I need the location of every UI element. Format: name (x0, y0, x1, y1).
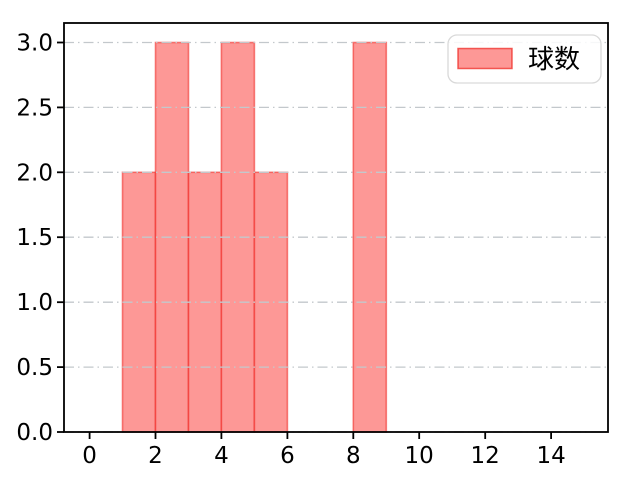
x-tick-label: 0 (82, 443, 97, 469)
y-tick-label: 2.5 (16, 95, 53, 121)
y-tick-label: 0.0 (16, 420, 53, 446)
y-tick-label: 1.5 (16, 225, 53, 251)
legend-box (447, 34, 602, 84)
plot-border (63, 22, 609, 433)
x-tick-label: 6 (280, 443, 295, 469)
legend: 球数 (447, 34, 602, 84)
y-tick-label: 1.0 (16, 290, 53, 316)
legend-swatch (457, 47, 513, 70)
legend-label: 球数 (528, 45, 580, 75)
y-tick-label: 2.0 (16, 160, 53, 186)
x-tick-label: 10 (405, 443, 434, 469)
axes-spines (63, 22, 609, 433)
y-tick-label: 0.5 (16, 355, 53, 381)
x-tick-label: 4 (214, 443, 229, 469)
x-tick-label: 2 (148, 443, 163, 469)
ticks-group: 0 2 4 6 8 10 12 14 0.0 0.5 1.0 1.5 2.0 2.5 3.0 (16, 31, 565, 470)
y-tick-label: 3.0 (16, 31, 53, 57)
x-tick-label: 14 (536, 443, 565, 469)
x-tick-label: 8 (346, 443, 361, 469)
x-tick-label: 12 (471, 443, 500, 469)
